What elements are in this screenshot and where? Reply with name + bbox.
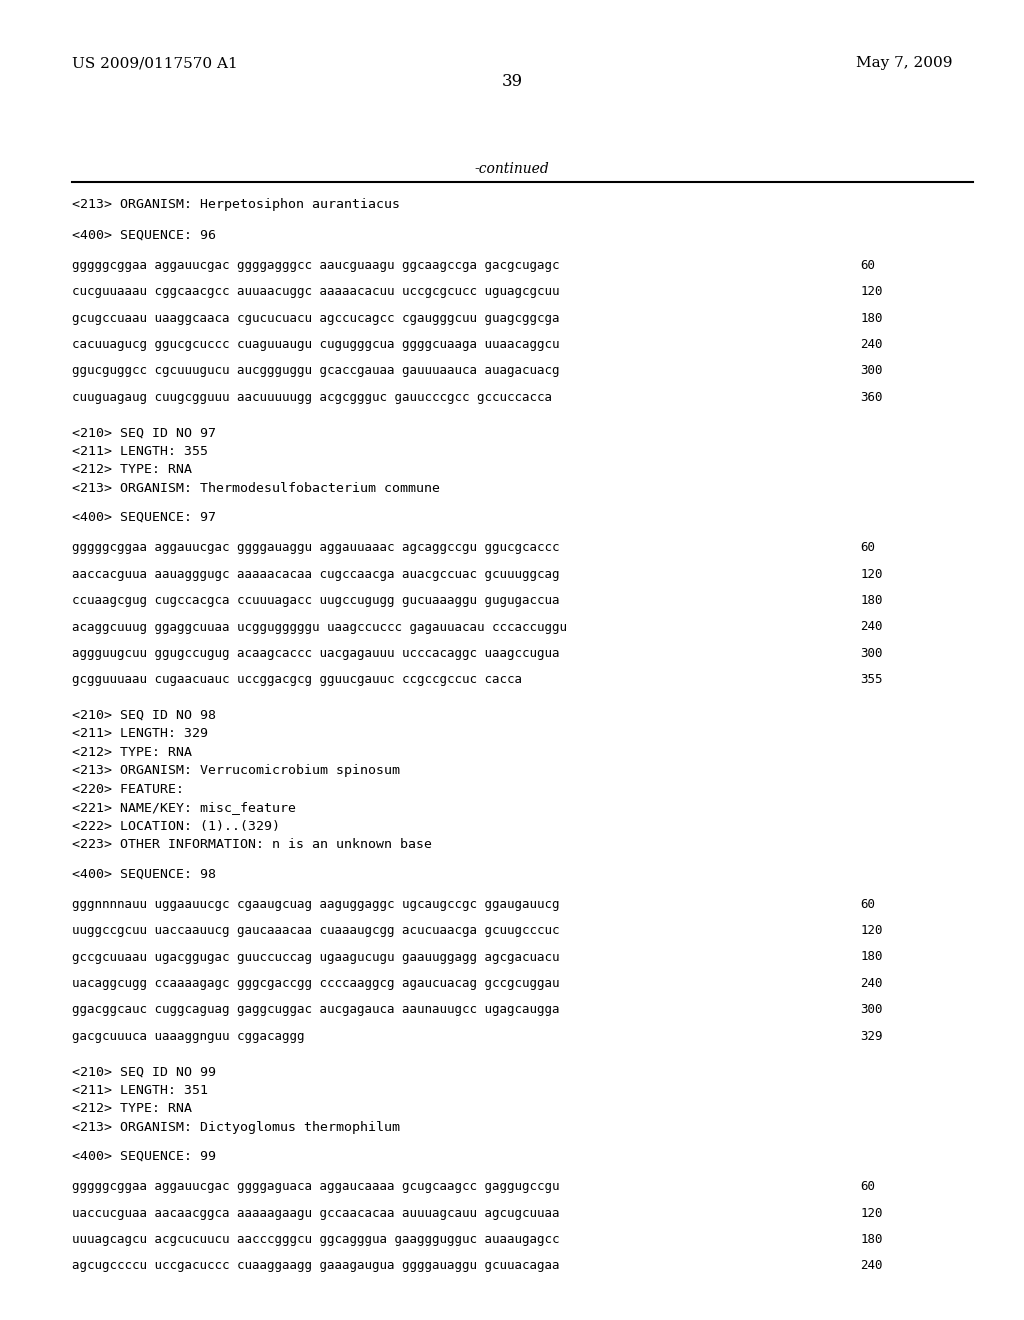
Text: <210> SEQ ID NO 99: <210> SEQ ID NO 99	[72, 1065, 216, 1078]
Text: gcugccuaau uaaggcaaca cgucucuacu agccucagcc cgaugggcuu guagcggcga: gcugccuaau uaaggcaaca cgucucuacu agccuca…	[72, 312, 559, 325]
Text: 180: 180	[860, 594, 883, 607]
Text: 120: 120	[860, 285, 883, 298]
Text: 240: 240	[860, 1259, 883, 1272]
Text: <213> ORGANISM: Dictyoglomus thermophilum: <213> ORGANISM: Dictyoglomus thermophilu…	[72, 1121, 399, 1134]
Text: cucguuaaau cggcaacgcc auuaacuggc aaaaacacuu uccgcgcucc uguagcgcuu: cucguuaaau cggcaacgcc auuaacuggc aaaaaca…	[72, 285, 559, 298]
Text: acaggcuuug ggaggcuuaa ucggugggggu uaagccuccc gagauuacau cccaccuggu: acaggcuuug ggaggcuuaa ucggugggggu uaagcc…	[72, 620, 566, 634]
Text: 120: 120	[860, 1206, 883, 1220]
Text: <220> FEATURE:: <220> FEATURE:	[72, 783, 183, 796]
Text: gacgcuuuca uaaaggnguu cggacaggg: gacgcuuuca uaaaggnguu cggacaggg	[72, 1030, 304, 1043]
Text: <221> NAME/KEY: misc_feature: <221> NAME/KEY: misc_feature	[72, 801, 296, 814]
Text: 355: 355	[860, 673, 883, 686]
Text: 360: 360	[860, 391, 883, 404]
Text: ccuaagcgug cugccacgca ccuuuagacc uugccugugg gucuaaaggu gugugaccua: ccuaagcgug cugccacgca ccuuuagacc uugccug…	[72, 594, 559, 607]
Text: <210> SEQ ID NO 98: <210> SEQ ID NO 98	[72, 709, 216, 722]
Text: aggguugcuu ggugccugug acaagcaccc uacgagauuu ucccacaggc uaagccugua: aggguugcuu ggugccugug acaagcaccc uacgaga…	[72, 647, 559, 660]
Text: uuggccgcuu uaccaauucg gaucaaacaa cuaaaugcgg acucuaacga gcuugcccuc: uuggccgcuu uaccaauucg gaucaaacaa cuaaaug…	[72, 924, 559, 937]
Text: <211> LENGTH: 329: <211> LENGTH: 329	[72, 727, 208, 741]
Text: <210> SEQ ID NO 97: <210> SEQ ID NO 97	[72, 426, 216, 440]
Text: <400> SEQUENCE: 97: <400> SEQUENCE: 97	[72, 511, 216, 524]
Text: <222> LOCATION: (1)..(329): <222> LOCATION: (1)..(329)	[72, 820, 280, 833]
Text: <212> TYPE: RNA: <212> TYPE: RNA	[72, 746, 191, 759]
Text: <400> SEQUENCE: 98: <400> SEQUENCE: 98	[72, 867, 216, 880]
Text: uacaggcugg ccaaaagagc gggcgaccgg ccccaaggcg agaucuacag gccgcuggau: uacaggcugg ccaaaagagc gggcgaccgg ccccaag…	[72, 977, 559, 990]
Text: 120: 120	[860, 924, 883, 937]
Text: May 7, 2009: May 7, 2009	[856, 57, 952, 70]
Text: cuuguagaug cuugcgguuu aacuuuuugg acgcggguc gauucccgcc gccuccacca: cuuguagaug cuugcgguuu aacuuuuugg acgcggg…	[72, 391, 552, 404]
Text: agcugccccu uccgacuccc cuaaggaagg gaaagaugua ggggauaggu gcuuacagaa: agcugccccu uccgacuccc cuaaggaagg gaaagau…	[72, 1259, 559, 1272]
Text: 240: 240	[860, 620, 883, 634]
Text: ggucguggcc cgcuuugucu aucggguggu gcaccgauaa gauuuaauca auagacuacg: ggucguggcc cgcuuugucu aucggguggu gcaccga…	[72, 364, 559, 378]
Text: gggggcggaa aggauucgac ggggagggcc aaucguaagu ggcaagccga gacgcugagc: gggggcggaa aggauucgac ggggagggcc aaucgua…	[72, 259, 559, 272]
Text: <213> ORGANISM: Thermodesulfobacterium commune: <213> ORGANISM: Thermodesulfobacterium c…	[72, 482, 439, 495]
Text: cacuuagucg ggucgcuccc cuaguuaugu cugugggcua ggggcuaaga uuaacaggcu: cacuuagucg ggucgcuccc cuaguuaugu cuguggg…	[72, 338, 559, 351]
Text: -continued: -continued	[475, 162, 549, 176]
Text: 60: 60	[860, 898, 876, 911]
Text: <211> LENGTH: 351: <211> LENGTH: 351	[72, 1084, 208, 1097]
Text: gggnnnnauu uggaauucgc cgaaugcuag aaguggaggc ugcaugccgc ggaugauucg: gggnnnnauu uggaauucgc cgaaugcuag aagugga…	[72, 898, 559, 911]
Text: 240: 240	[860, 338, 883, 351]
Text: uuuagcagcu acgcucuucu aacccgggcu ggcagggua gaagggugguc auaaugagcc: uuuagcagcu acgcucuucu aacccgggcu ggcaggg…	[72, 1233, 559, 1246]
Text: <213> ORGANISM: Herpetosiphon aurantiacus: <213> ORGANISM: Herpetosiphon aurantiacu…	[72, 198, 399, 211]
Text: 300: 300	[860, 1003, 883, 1016]
Text: 60: 60	[860, 1180, 876, 1193]
Text: gggggcggaa aggauucgac ggggaguaca aggaucaaaa gcugcaagcc gaggugccgu: gggggcggaa aggauucgac ggggaguaca aggauca…	[72, 1180, 559, 1193]
Text: <212> TYPE: RNA: <212> TYPE: RNA	[72, 1102, 191, 1115]
Text: <211> LENGTH: 355: <211> LENGTH: 355	[72, 445, 208, 458]
Text: <400> SEQUENCE: 99: <400> SEQUENCE: 99	[72, 1150, 216, 1163]
Text: 60: 60	[860, 541, 876, 554]
Text: 60: 60	[860, 259, 876, 272]
Text: 120: 120	[860, 568, 883, 581]
Text: gggggcggaa aggauucgac ggggauaggu aggauuaaac agcaggccgu ggucgcaccc: gggggcggaa aggauucgac ggggauaggu aggauua…	[72, 541, 559, 554]
Text: 329: 329	[860, 1030, 883, 1043]
Text: <400> SEQUENCE: 96: <400> SEQUENCE: 96	[72, 228, 216, 242]
Text: aaccacguua aauagggugc aaaaacacaa cugccaacga auacgccuac gcuuuggcag: aaccacguua aauagggugc aaaaacacaa cugccaa…	[72, 568, 559, 581]
Text: gccgcuuaau ugacggugac guuccuccag ugaagucugu gaauuggagg agcgacuacu: gccgcuuaau ugacggugac guuccuccag ugaaguc…	[72, 950, 559, 964]
Text: ggacggcauc cuggcaguag gaggcuggac aucgagauca aaunauugcc ugagcaugga: ggacggcauc cuggcaguag gaggcuggac aucgaga…	[72, 1003, 559, 1016]
Text: 300: 300	[860, 647, 883, 660]
Text: <223> OTHER INFORMATION: n is an unknown base: <223> OTHER INFORMATION: n is an unknown…	[72, 838, 432, 851]
Text: <213> ORGANISM: Verrucomicrobium spinosum: <213> ORGANISM: Verrucomicrobium spinosu…	[72, 764, 399, 777]
Text: 240: 240	[860, 977, 883, 990]
Text: 39: 39	[502, 74, 522, 90]
Text: 300: 300	[860, 364, 883, 378]
Text: <212> TYPE: RNA: <212> TYPE: RNA	[72, 463, 191, 477]
Text: gcgguuuaau cugaacuauc uccggacgcg gguucgauuc ccgccgccuc cacca: gcgguuuaau cugaacuauc uccggacgcg gguucga…	[72, 673, 521, 686]
Text: 180: 180	[860, 950, 883, 964]
Text: US 2009/0117570 A1: US 2009/0117570 A1	[72, 57, 238, 70]
Text: 180: 180	[860, 1233, 883, 1246]
Text: uaccucguaa aacaacggca aaaaagaagu gccaacacaa auuuagcauu agcugcuuaa: uaccucguaa aacaacggca aaaaagaagu gccaaca…	[72, 1206, 559, 1220]
Text: 180: 180	[860, 312, 883, 325]
